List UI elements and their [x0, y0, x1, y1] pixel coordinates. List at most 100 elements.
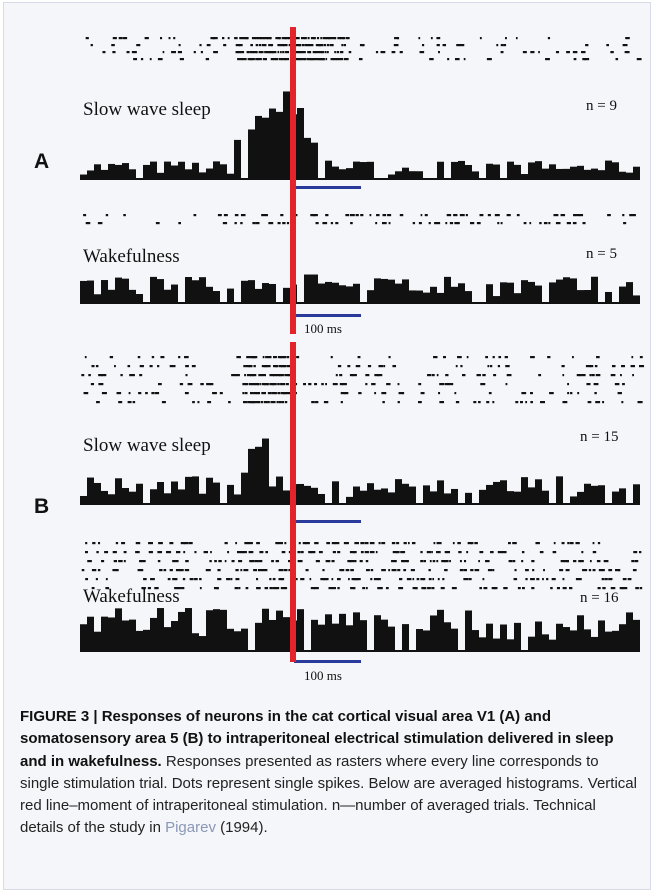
raster-spike: [369, 551, 375, 554]
raster-spike: [260, 401, 264, 404]
raster-spike: [629, 214, 633, 217]
histogram-bar: [157, 172, 164, 180]
raster-spike: [264, 44, 267, 47]
caption-body: Responses presented as rasters where eve…: [20, 752, 637, 837]
raster-spike: [337, 551, 341, 554]
raster-spike: [326, 542, 331, 545]
raster-spike: [545, 58, 550, 61]
histogram-bar: [178, 161, 185, 180]
raster-spike: [367, 365, 372, 368]
raster-spike: [579, 214, 584, 217]
histogram-bar: [101, 280, 108, 304]
raster-spike: [162, 51, 165, 54]
raster-spike: [136, 44, 141, 47]
raster-spike: [364, 551, 369, 554]
raster-spike: [128, 392, 131, 395]
raster-spike: [115, 542, 119, 545]
raster-spike: [139, 374, 143, 377]
raster-spike: [430, 37, 433, 40]
raster-spike: [280, 214, 284, 217]
raster-spike: [388, 222, 391, 225]
histogram-bar: [584, 629, 591, 652]
raster-spike: [356, 578, 361, 581]
raster-spike: [174, 587, 178, 590]
panel-b-stimulus-line: [290, 342, 296, 662]
histogram-bar: [409, 171, 416, 180]
raster-spike: [240, 214, 246, 217]
raster-spike: [118, 560, 123, 563]
raster-spike: [448, 383, 454, 386]
raster-spike: [235, 44, 241, 47]
raster-spike: [223, 214, 228, 217]
raster-spike: [391, 569, 397, 572]
histogram-bar: [402, 624, 409, 652]
histogram-bar: [248, 448, 255, 505]
histogram-bar: [458, 160, 465, 180]
histogram-bar: [122, 163, 129, 180]
raster-spike: [305, 542, 310, 545]
raster-spike: [622, 587, 628, 590]
raster-spike: [214, 560, 217, 563]
histogram-bar: [598, 170, 605, 180]
raster-spike: [489, 365, 493, 368]
histogram-bar: [437, 609, 444, 652]
caption-reference-link[interactable]: Pigarev: [165, 819, 216, 837]
raster-spike: [133, 58, 138, 61]
raster-spike: [173, 365, 176, 368]
raster-spike: [352, 374, 357, 377]
raster-spike: [249, 374, 254, 377]
raster-spike: [381, 542, 386, 545]
histogram-bar: [129, 169, 136, 180]
raster-spike: [309, 58, 314, 61]
raster-spike: [420, 560, 424, 563]
histogram-bar: [87, 477, 94, 505]
figure-frame: [3, 2, 651, 890]
raster-spike: [505, 383, 508, 386]
histogram-bar: [220, 609, 227, 652]
raster-spike: [175, 569, 181, 572]
histogram-bar: [269, 486, 276, 505]
histogram-bar: [185, 169, 192, 180]
raster-spike: [630, 365, 635, 368]
raster-spike: [98, 542, 101, 545]
raster-spike: [283, 356, 287, 359]
raster-spike: [412, 587, 418, 590]
histogram-bar: [108, 163, 115, 180]
histogram-bar: [87, 280, 94, 304]
raster-spike: [278, 374, 282, 377]
raster-spike: [175, 551, 181, 554]
raster-spike: [252, 401, 256, 404]
raster-spike: [439, 383, 445, 386]
raster-spike: [263, 37, 269, 40]
raster-spike: [607, 214, 611, 217]
histogram-bar: [535, 621, 542, 652]
raster-spike: [369, 542, 375, 545]
raster-spike: [470, 569, 474, 572]
histogram-bar: [325, 281, 332, 304]
histogram-bar: [507, 282, 514, 304]
raster-spike: [158, 383, 162, 386]
raster-spike: [91, 365, 95, 368]
raster-spike: [627, 578, 632, 581]
raster-spike: [193, 214, 197, 217]
histogram-bar: [367, 290, 374, 304]
raster-spike: [377, 374, 383, 377]
raster-spike: [282, 222, 286, 225]
raster-spike: [479, 587, 482, 590]
raster-spike: [275, 58, 279, 61]
raster-spike: [249, 560, 253, 563]
histogram-bar: [248, 280, 255, 304]
histogram-bar: [234, 631, 241, 652]
raster-spike: [506, 214, 511, 217]
raster-spike: [610, 51, 614, 54]
raster-spike: [212, 37, 218, 40]
raster-spike: [243, 401, 248, 404]
raster-spike: [332, 587, 336, 590]
histogram-bar: [591, 168, 598, 180]
raster-spike: [578, 578, 582, 581]
raster-spike: [634, 560, 639, 563]
raster-spike: [551, 578, 556, 581]
raster-spike: [622, 578, 627, 581]
raster-spike: [269, 383, 275, 386]
raster-spike: [543, 569, 545, 572]
